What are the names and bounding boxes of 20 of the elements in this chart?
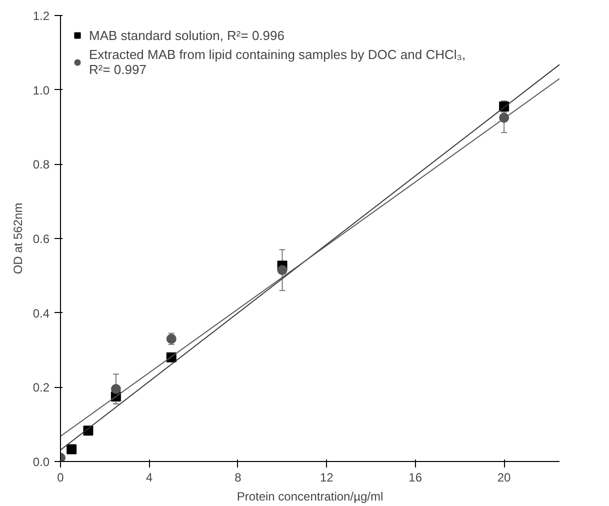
y-tick-label: 1.2 [32,9,50,23]
y-tick-label: 0.6 [32,232,50,246]
x-tick-label: 4 [146,470,153,484]
x-tick-label: 20 [497,470,512,484]
y-tick-label: 0.2 [32,380,50,395]
y-axis-title: OD at 562nm [10,202,25,274]
x-tick-label: 8 [234,470,242,484]
y-tick-label: 0.8 [32,158,50,172]
x-tick-label: 0 [57,470,64,484]
point [110,384,121,394]
y-tick-label: 0.4 [32,306,50,320]
y-tick-label: 1.0 [32,83,50,98]
legend-label: MAB standard solution, R²= 0.996 [89,28,284,42]
x-tick-label: 16 [408,470,422,484]
legend-label: Extracted MAB from lipid containing samples by DOC and CHCl₃, R²= 0.997 [89,47,466,77]
x-tick-label: 12 [320,470,334,484]
point [277,265,288,276]
point [66,444,77,454]
x-axis-title: Protein concentration/µg/ml [236,490,384,504]
y-tick-label: 0.0 [32,455,50,469]
